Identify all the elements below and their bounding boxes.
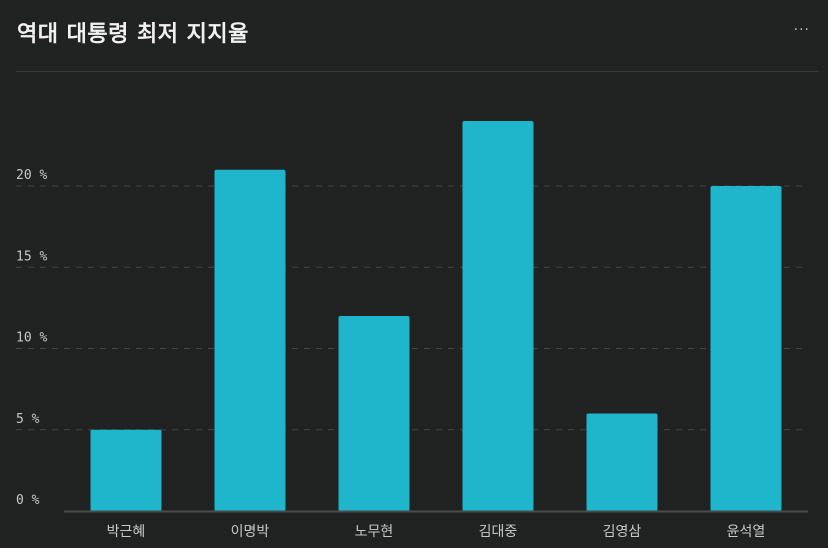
header-divider (16, 71, 818, 72)
x-axis-labels: 박근혜 이명박 노무현 김대중 김영삼 윤석열 (107, 524, 766, 540)
y-axis-ticks: 0 % 5 % 10 % 15 % 20 % (16, 168, 47, 508)
bar-4[interactable] (586, 413, 658, 512)
x-tick-label: 김대중 (479, 524, 518, 540)
x-tick-label: 김영삼 (603, 524, 642, 540)
bar-0[interactable] (90, 429, 162, 511)
bars (90, 121, 782, 512)
y-tick-label: 20 % (16, 168, 47, 183)
grid-layer (16, 185, 808, 431)
y-tick-label: 10 % (16, 331, 47, 346)
bar-1[interactable] (214, 169, 286, 511)
x-tick-label: 박근혜 (107, 524, 146, 540)
bar-5[interactable] (710, 186, 782, 511)
more-options-icon[interactable]: ··· (793, 22, 810, 38)
chart-title: 역대 대통령 최저 지지율 (17, 22, 249, 47)
bar-3[interactable] (462, 121, 534, 511)
y-tick-label: 0 % (16, 493, 40, 508)
bar-2[interactable] (338, 316, 410, 511)
x-tick-label: 노무현 (355, 524, 394, 540)
x-tick-label: 윤석열 (727, 524, 766, 540)
y-tick-label: 15 % (16, 249, 47, 264)
x-tick-label: 이명박 (231, 524, 270, 540)
y-tick-label: 5 % (16, 412, 40, 427)
